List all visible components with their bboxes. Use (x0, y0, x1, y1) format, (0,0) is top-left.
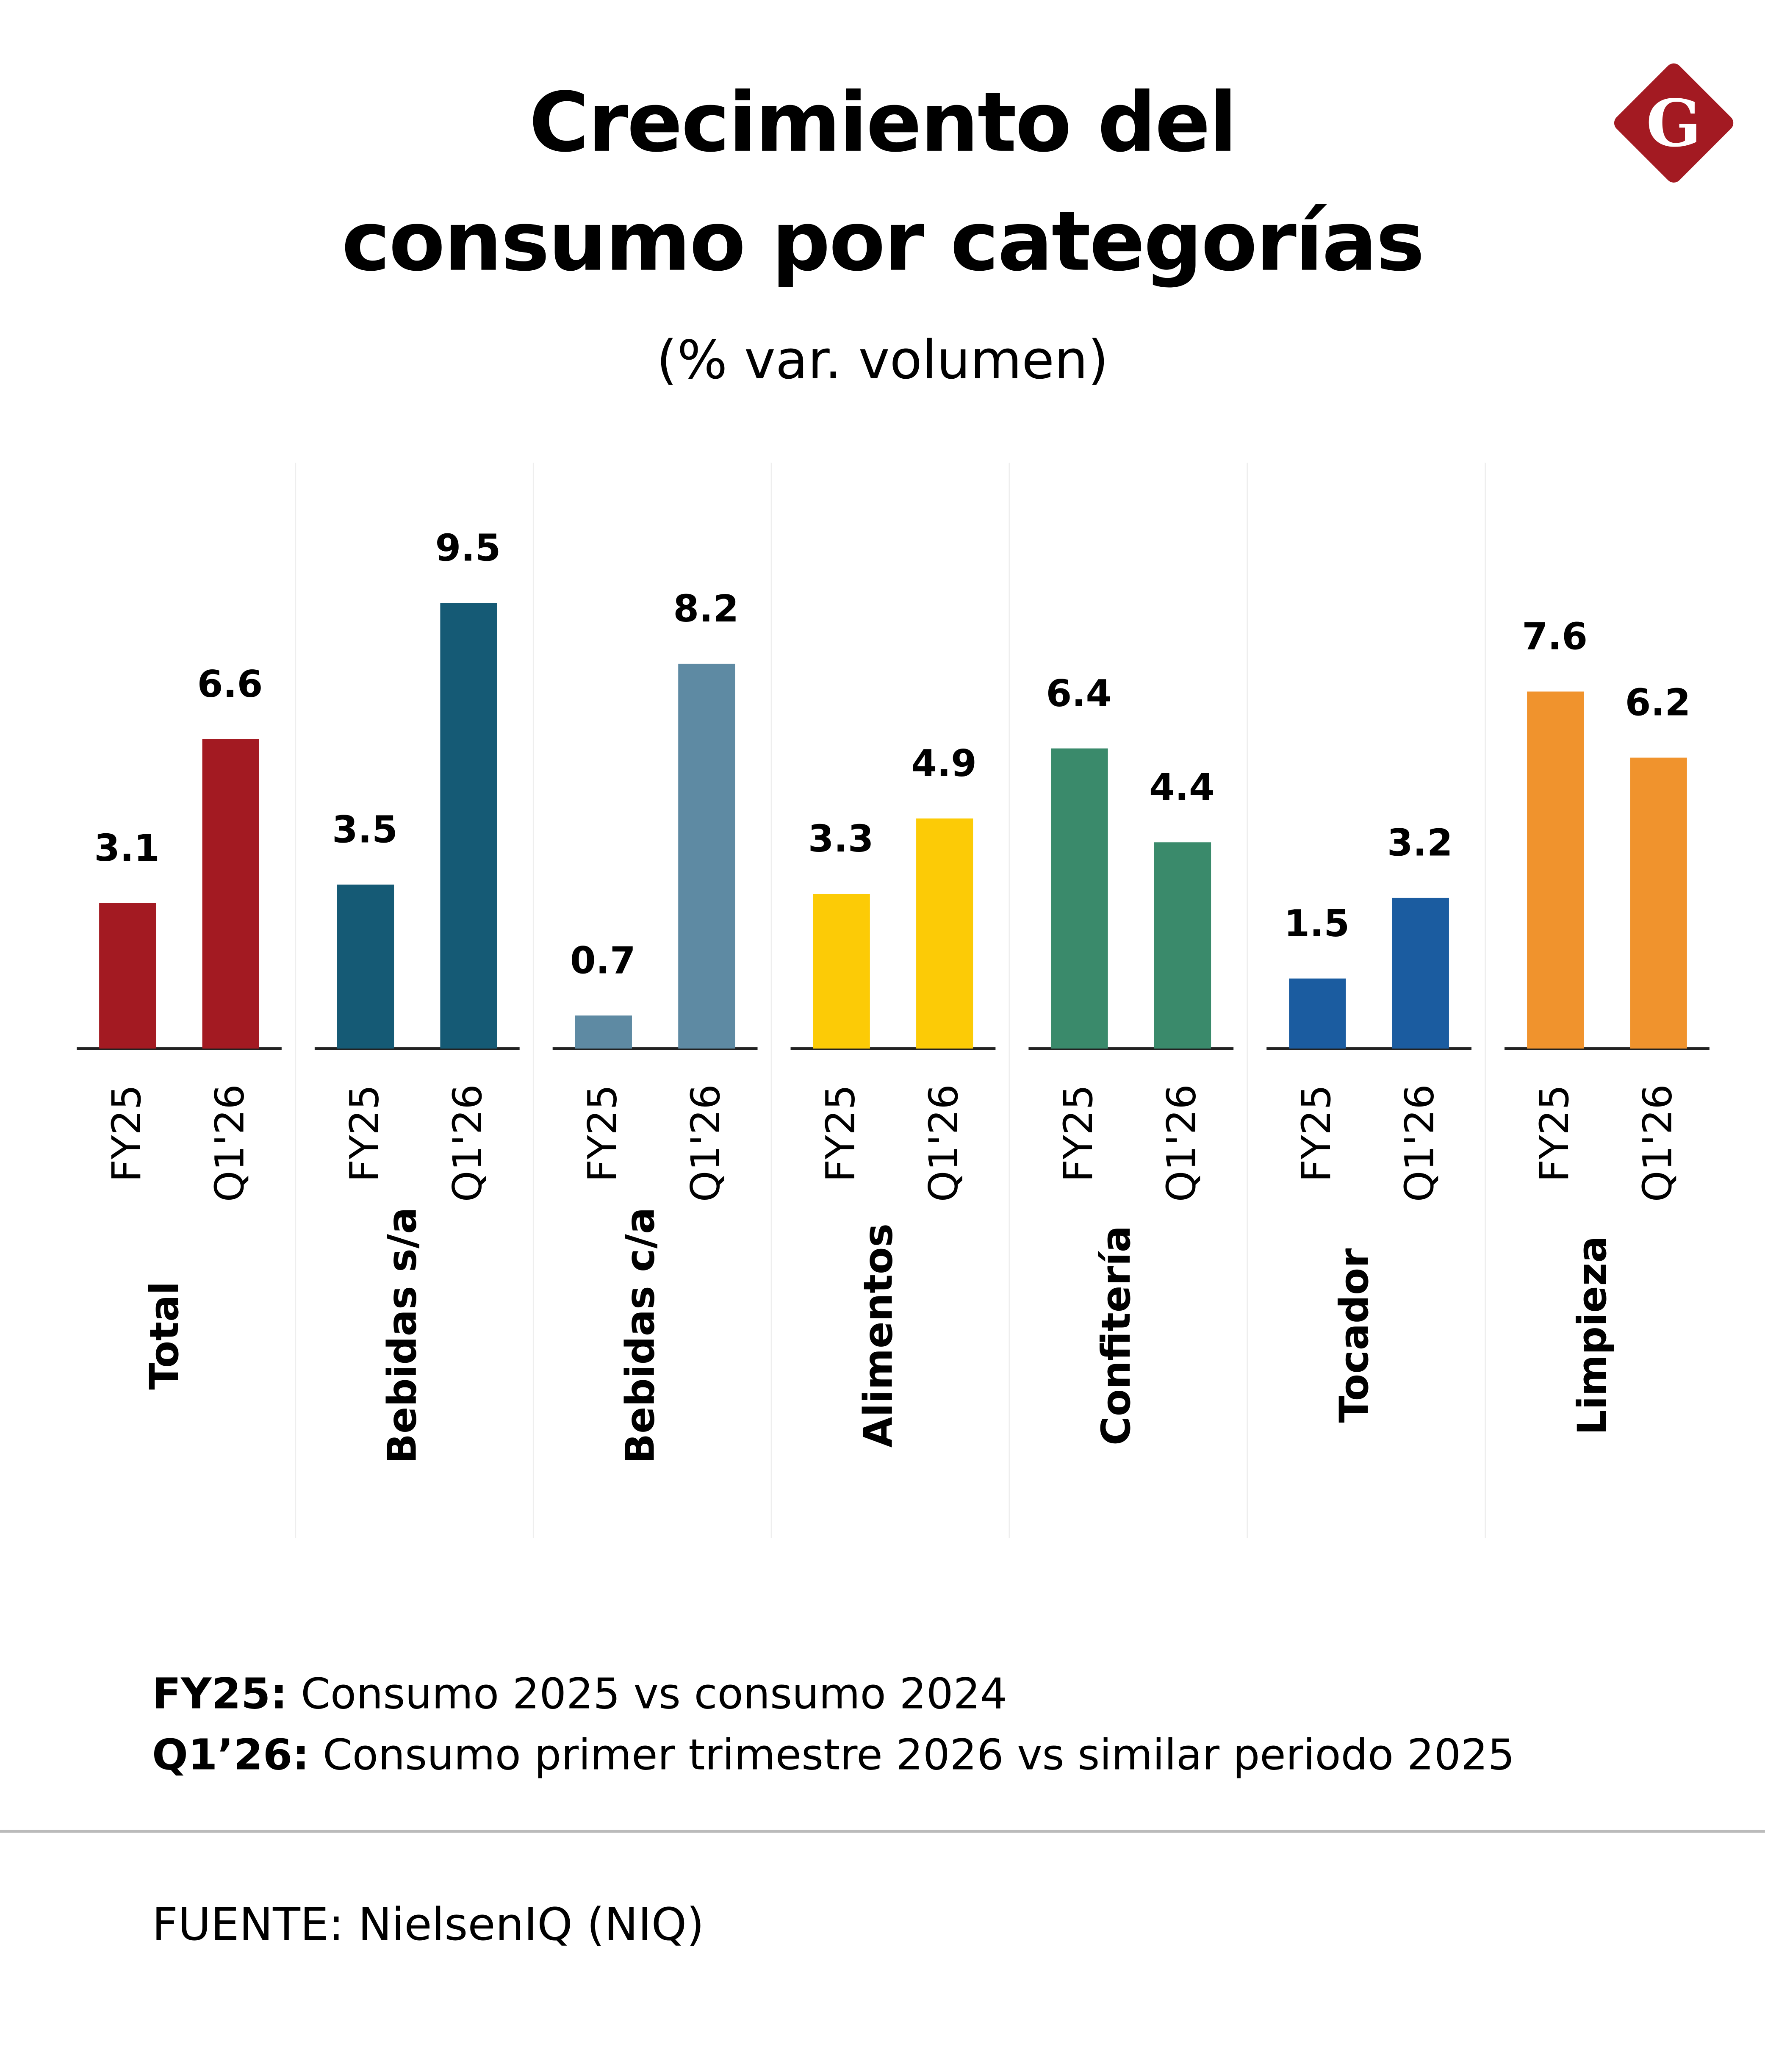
title-line-2: consumo por categorías (341, 193, 1424, 290)
divider (0, 1830, 1765, 1833)
tick-label: Q1'26 (207, 1084, 253, 1202)
baseline-axis (1266, 1047, 1472, 1050)
data-label: 0.7 (570, 939, 636, 983)
data-label: 7.6 (1522, 615, 1588, 659)
bar-q126 (1630, 757, 1687, 1049)
tick-label: FY25 (1294, 1085, 1340, 1182)
chart-subtitle: (% var. volumen) (656, 330, 1108, 391)
bar-fy25 (1527, 692, 1584, 1049)
footnote-key: Q1’26: (152, 1729, 310, 1780)
tick-label: Q1'26 (683, 1084, 729, 1202)
tick-label: FY25 (817, 1085, 864, 1182)
category-label: Confitería (1094, 1226, 1141, 1445)
category-label: Bebidas c/a (618, 1207, 665, 1464)
data-label: 8.2 (673, 587, 739, 631)
category-label: Alimentos (856, 1223, 903, 1448)
group-separator (532, 463, 535, 1538)
bar-fy25 (337, 884, 394, 1049)
bar-q126 (1154, 842, 1211, 1049)
group-separator (1009, 463, 1010, 1538)
source-note: FUENTE: NielsenIQ (NIQ) (152, 1899, 704, 1952)
data-label: 6.2 (1625, 681, 1691, 725)
footnote-text: Consumo 2025 vs consumo 2024 (287, 1669, 1007, 1719)
bar-q126 (1392, 898, 1449, 1049)
category-label: Total (142, 1281, 188, 1390)
category-label: Bebidas s/a (380, 1207, 427, 1464)
category-label: Tocador (1332, 1248, 1378, 1423)
data-label: 1.5 (1284, 901, 1350, 946)
baseline-axis (77, 1047, 282, 1050)
footnote-fy25: FY25: Consumo 2025 vs consumo 2024 (152, 1669, 1007, 1719)
tick-label: FY25 (579, 1085, 626, 1182)
tick-label: FY25 (1532, 1085, 1578, 1182)
group-separator (1247, 463, 1248, 1538)
tick-label: Q1'26 (1158, 1084, 1205, 1202)
bar-fy25 (1289, 978, 1346, 1049)
data-label: 4.9 (911, 742, 977, 786)
logo-icon: G (1614, 63, 1734, 183)
footnote-q126: Q1’26: Consumo primer trimestre 2026 vs … (152, 1730, 1515, 1780)
data-label: 6.6 (197, 662, 263, 706)
svg-text:G: G (1646, 86, 1701, 161)
tick-label: Q1'26 (1396, 1084, 1443, 1202)
bar-q126 (440, 603, 497, 1049)
group-separator (295, 463, 296, 1538)
footnote-key: FY25: (152, 1669, 288, 1719)
bar-q126 (678, 664, 735, 1049)
baseline-axis (790, 1047, 996, 1050)
bar-fy25 (1051, 748, 1108, 1049)
group-separator (1485, 463, 1486, 1538)
baseline-axis (1028, 1047, 1234, 1050)
title-line-1: Crecimiento del (529, 74, 1237, 171)
tick-label: Q1'26 (1635, 1084, 1681, 1202)
tick-label: Q1'26 (920, 1084, 967, 1202)
baseline-axis (314, 1047, 520, 1050)
tick-label: FY25 (104, 1085, 150, 1182)
tick-label: FY25 (1056, 1085, 1102, 1182)
bar-fy25 (575, 1015, 632, 1049)
data-label: 3.2 (1387, 821, 1453, 865)
tick-label: Q1'26 (445, 1084, 491, 1202)
bar-q126 (202, 739, 259, 1049)
tick-label: FY25 (341, 1085, 388, 1182)
bar-fy25 (813, 893, 870, 1049)
data-label: 9.5 (435, 526, 501, 570)
bar-q126 (916, 818, 973, 1049)
baseline-axis (1505, 1047, 1710, 1050)
group-separator (770, 463, 772, 1538)
footnote-text: Consumo primer trimestre 2026 vs similar… (309, 1729, 1515, 1780)
baseline-axis (552, 1047, 758, 1050)
data-label: 3.5 (332, 807, 398, 852)
chart-title: Crecimiento del consumo por categorías (0, 64, 1765, 302)
data-label: 3.3 (808, 817, 874, 861)
data-label: 4.4 (1149, 765, 1215, 809)
category-label: Limpieza (1570, 1236, 1616, 1435)
bar-fy25 (99, 903, 156, 1049)
data-label: 6.4 (1046, 671, 1112, 716)
data-label: 3.1 (94, 826, 160, 870)
